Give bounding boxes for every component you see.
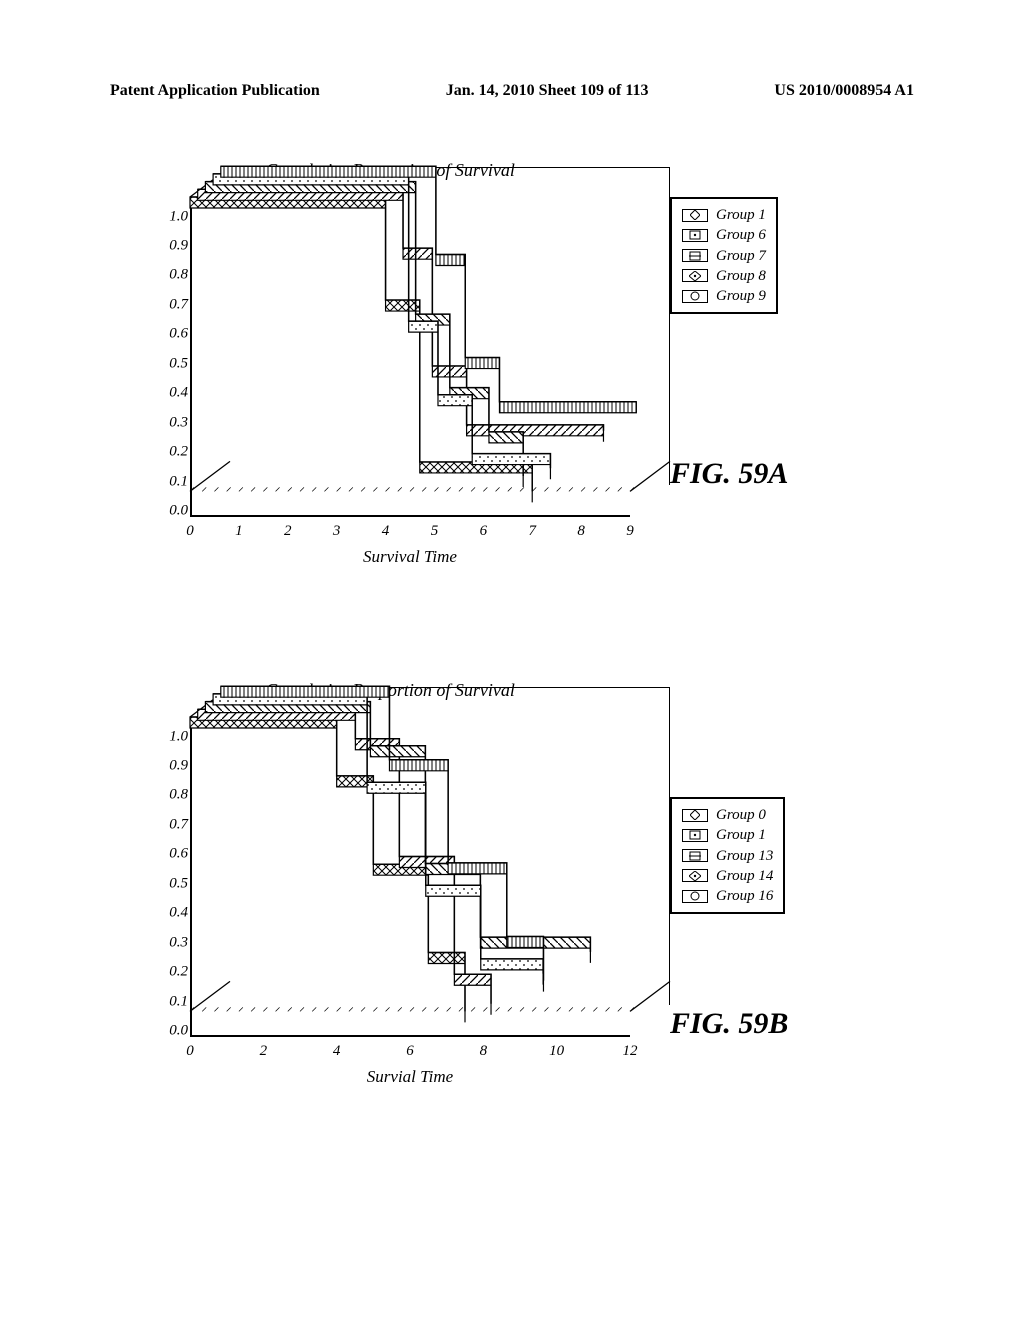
x-tick-label: 5 [431, 523, 439, 540]
header-left: Patent Application Publication [110, 82, 320, 100]
y-tick-label: 0.1 [169, 993, 188, 1010]
y-tick-label: 0.8 [169, 267, 188, 284]
legend-b: Group 0Group 1Group 13Group 14Group 16 [670, 797, 785, 914]
legend-marker-icon [682, 890, 708, 903]
y-tick-label: 0.6 [169, 326, 188, 343]
survival-curves-b [190, 687, 670, 1047]
legend-marker-icon [682, 209, 708, 222]
legend-label: Group 1 [716, 825, 766, 845]
legend-row: Group 1 [682, 205, 766, 225]
y-tick-label: 0.5 [169, 355, 188, 372]
legend-label: Group 14 [716, 866, 773, 886]
x-tick-label: 2 [260, 1043, 268, 1060]
legend-row: Group 13 [682, 846, 773, 866]
x-tick-label: 9 [626, 523, 634, 540]
x-tick-label: 2 [284, 523, 292, 540]
legend-label: Group 1 [716, 205, 766, 225]
y-tick-label: 0.3 [169, 934, 188, 951]
y-tick-label: 0.9 [169, 238, 188, 255]
x-tick-label: 4 [382, 523, 390, 540]
legend-label: Group 7 [716, 246, 766, 266]
legend-row: Group 16 [682, 886, 773, 906]
figure-label: FIG. 59B [670, 1007, 788, 1041]
legend-row: Group 7 [682, 246, 766, 266]
x-tick-label: 3 [333, 523, 341, 540]
survival-ribbon [198, 709, 491, 1014]
x-axis-ticks: 024681012 [190, 1043, 630, 1063]
legend-row: Group 14 [682, 866, 773, 886]
legend-row: Group 0 [682, 805, 773, 825]
legend-marker-icon [682, 229, 708, 242]
y-tick-label: 0.7 [169, 296, 188, 313]
x-tick-label: 1 [235, 523, 243, 540]
y-axis-ticks: 0.0 0.1 0.2 0.3 0.4 0.5 0.6 0.7 0.8 0.9 1.0 [150, 197, 188, 517]
x-axis-label: Survial Time [190, 1067, 630, 1087]
legend-row: Group 1 [682, 825, 773, 845]
figure-59a: Cumulative Proportion of Survival 0.00.1… [110, 160, 910, 557]
legend-a: Group 1Group 6Group 7Group 8Group 9 [670, 197, 778, 314]
y-tick-label: 0.9 [169, 758, 188, 775]
y-tick-label: 0.7 [169, 816, 188, 833]
x-tick-label: 0 [186, 1043, 194, 1060]
legend-label: Group 9 [716, 286, 766, 306]
y-tick-label: 0.2 [169, 964, 188, 981]
header-right: US 2010/0008954 A1 [774, 82, 914, 100]
y-tick-label: 0.3 [169, 414, 188, 431]
x-axis-ticks: 0123456789 [190, 523, 630, 543]
figure-59b: Cumulative Proportion of Survival 0.00.1… [110, 680, 910, 1077]
legend-marker-icon [682, 829, 708, 842]
page-header: Patent Application Publication Jan. 14, … [0, 82, 1024, 100]
legend-row: Group 6 [682, 225, 766, 245]
x-tick-label: 6 [480, 523, 488, 540]
x-tick-label: 6 [406, 1043, 414, 1060]
y-tick-label: 1.0 [169, 728, 188, 745]
legend-marker-icon [682, 869, 708, 882]
x-tick-label: 7 [528, 523, 536, 540]
x-tick-label: 12 [623, 1043, 638, 1060]
x-tick-label: 4 [333, 1043, 341, 1060]
y-tick-label: 0.2 [169, 444, 188, 461]
x-tick-label: 8 [480, 1043, 488, 1060]
survival-ribbon [205, 182, 523, 487]
legend-row: Group 9 [682, 286, 766, 306]
chart-area-b: 0.0 0.1 0.2 0.3 0.4 0.5 0.6 0.7 0.8 0.9 1.0 0 2 4 6 8 1… [110, 707, 910, 1077]
legend-label: Group 16 [716, 886, 773, 906]
x-tick-label: 10 [549, 1043, 564, 1060]
y-tick-label: 0.0 [169, 503, 188, 520]
x-tick-label: 8 [577, 523, 585, 540]
legend-label: Group 13 [716, 846, 773, 866]
figure-label: FIG. 59A [670, 457, 788, 491]
legend-label: Group 0 [716, 805, 766, 825]
header-center: Jan. 14, 2010 Sheet 109 of 113 [446, 82, 649, 100]
y-tick-label: 0.4 [169, 385, 188, 402]
legend-marker-icon [682, 249, 708, 262]
legend-label: Group 8 [716, 266, 766, 286]
y-tick-label: 0.5 [169, 875, 188, 892]
legend-label: Group 6 [716, 225, 766, 245]
y-tick-label: 0.6 [169, 846, 188, 863]
legend-row: Group 8 [682, 266, 766, 286]
legend-marker-icon [682, 269, 708, 282]
legend-marker-icon [682, 290, 708, 303]
y-axis-ticks: 0.0 0.1 0.2 0.3 0.4 0.5 0.6 0.7 0.8 0.9 1.0 [150, 717, 188, 1037]
y-tick-label: 1.0 [169, 208, 188, 225]
y-tick-label: 0.1 [169, 473, 188, 490]
legend-marker-icon [682, 849, 708, 862]
x-tick-label: 0 [186, 523, 194, 540]
x-axis-label: Survival Time [190, 547, 630, 567]
chart-area-a: 0.0 0.1 0.2 0.3 0.4 0.5 0.6 0.7 0.8 0.9 1.0 0 1 2 3 4 5… [110, 187, 910, 557]
y-tick-label: 0.0 [169, 1023, 188, 1040]
y-tick-label: 0.4 [169, 905, 188, 922]
legend-marker-icon [682, 809, 708, 822]
y-tick-label: 0.8 [169, 787, 188, 804]
survival-curves-a [190, 167, 670, 527]
